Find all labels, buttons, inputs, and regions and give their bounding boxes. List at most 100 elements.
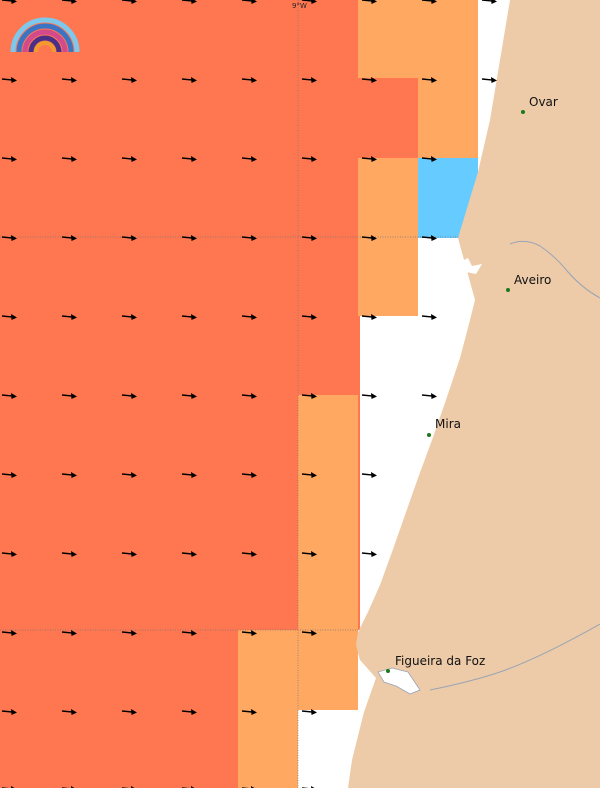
wind-arrow-icon <box>241 472 257 478</box>
town-markers: Ovar Aveiro Mira Figueira da Foz <box>386 95 558 673</box>
wind-arrow-icon <box>121 472 137 478</box>
wind-arrow-icon <box>301 709 317 715</box>
town-label-figueira-da-foz: Figueira da Foz <box>395 654 485 668</box>
wind-arrow-icon <box>181 77 197 83</box>
wind-arrow-icon <box>361 235 377 241</box>
wind-arrow-icon <box>421 393 437 399</box>
wind-arrow-icon <box>301 156 317 162</box>
wind-arrow-icon <box>1 77 17 83</box>
wind-arrow-icon <box>121 77 137 83</box>
wind-arrow-icon <box>361 314 377 320</box>
wind-arrow-icon <box>121 235 137 241</box>
town-dot-ovar <box>521 110 525 114</box>
wind-arrow-icon <box>181 235 197 241</box>
wind-arrow-icon <box>301 77 317 83</box>
wind-arrow-icon <box>241 0 257 4</box>
wind-arrow-icon <box>481 0 497 4</box>
wind-arrow-icon <box>1 0 17 4</box>
wind-arrow-icon <box>1 235 17 241</box>
wind-arrow-icon <box>241 551 257 557</box>
wind-arrow-icon <box>421 235 437 241</box>
wind-arrow-icon <box>1 472 17 478</box>
wind-arrow-icon <box>1 551 17 557</box>
wind-arrow-icon <box>181 472 197 478</box>
wind-arrow-icon <box>241 235 257 241</box>
wind-arrow-icon <box>301 630 317 636</box>
wind-arrow-icon <box>1 393 17 399</box>
vouga-river <box>509 240 600 299</box>
rainbow-logo-icon <box>10 17 80 53</box>
wind-arrow-icon <box>1 156 17 162</box>
wind-arrow-icon <box>121 709 137 715</box>
wind-arrow-icon <box>181 0 197 4</box>
wind-arrow-icon <box>181 156 197 162</box>
town-dot-mira <box>427 433 431 437</box>
wind-arrow-icon <box>421 77 437 83</box>
wind-arrow-icon <box>61 314 77 320</box>
wind-arrow-icon <box>61 551 77 557</box>
wind-arrow-icon <box>61 0 77 4</box>
wind-arrow-icon <box>181 393 197 399</box>
wind-arrow-icon <box>121 630 137 636</box>
wind-arrow-icon <box>361 156 377 162</box>
wind-arrow-icon <box>421 314 437 320</box>
sea-cell-light-4 <box>298 395 358 710</box>
town-label-ovar: Ovar <box>529 95 558 109</box>
sea-cell-light-5 <box>238 630 298 788</box>
wind-arrow-icon <box>301 551 317 557</box>
wind-arrow-icon <box>61 393 77 399</box>
mondego-river <box>429 623 600 691</box>
sea-cell-light-2 <box>418 78 478 158</box>
wind-arrow-icon <box>61 630 77 636</box>
wind-arrow-icon <box>361 77 377 83</box>
wind-arrow-icon <box>121 314 137 320</box>
figueira-estuary <box>377 667 421 695</box>
wind-arrow-icon <box>1 630 17 636</box>
town-dot-figueira <box>386 669 390 673</box>
sea-cells <box>0 0 478 788</box>
wind-arrow-icon <box>301 472 317 478</box>
wind-arrow-icon <box>301 314 317 320</box>
wind-arrow-icon <box>121 551 137 557</box>
wind-arrow-icon <box>241 393 257 399</box>
town-label-aveiro: Aveiro <box>514 273 551 287</box>
wind-arrow-icon <box>421 156 437 162</box>
wind-arrow-icon <box>181 709 197 715</box>
wind-arrow-icon <box>361 551 377 557</box>
aveiro-lagoon <box>452 258 482 282</box>
sea-cell-dark-bottom <box>0 630 238 788</box>
town-label-mira: Mira <box>435 417 461 431</box>
wind-arrow-icon <box>121 393 137 399</box>
graticule <box>0 0 458 788</box>
wind-arrow-icon <box>241 156 257 162</box>
wind-arrow-icon <box>301 0 317 4</box>
town-dot-aveiro <box>506 288 510 292</box>
wind-arrow-icon <box>241 709 257 715</box>
land-mass <box>348 0 600 788</box>
sea-cell-light-1 <box>358 0 478 78</box>
wind-arrow-icon <box>241 630 257 636</box>
wind-arrow-icon <box>181 551 197 557</box>
grid-label-9w: 9°W <box>292 2 307 10</box>
wind-arrow-icon <box>121 0 137 4</box>
wind-arrow-icon <box>1 314 17 320</box>
wind-arrow-icon <box>181 630 197 636</box>
wind-arrow-icon <box>61 709 77 715</box>
wind-arrow-icon <box>61 77 77 83</box>
wind-arrow-icon <box>61 156 77 162</box>
wind-arrow-icon <box>61 472 77 478</box>
wind-arrow-icon <box>301 393 317 399</box>
wind-arrow-icon <box>241 77 257 83</box>
wind-arrow-icon <box>361 0 377 4</box>
wind-arrow-icon <box>181 314 197 320</box>
wind-arrow-icon <box>421 0 437 4</box>
wind-arrow-icon <box>1 709 17 715</box>
wind-arrow-icon <box>301 235 317 241</box>
wind-arrow-icon <box>241 314 257 320</box>
wind-arrow-icon <box>481 77 497 83</box>
wind-arrow-icon <box>361 393 377 399</box>
wind-arrow-icon <box>61 235 77 241</box>
wind-arrows <box>1 0 497 788</box>
wind-arrow-icon <box>361 472 377 478</box>
